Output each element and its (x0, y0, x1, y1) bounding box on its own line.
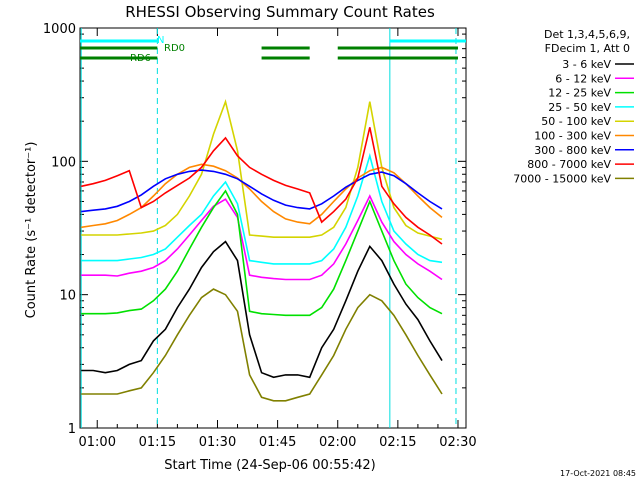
legend-label: 800 - 7000 keV (527, 158, 611, 171)
series-line-25-50-kev (81, 152, 443, 265)
x-tick-label: 01:30 (199, 435, 236, 450)
x-axis-label: Start Time (24-Sep-06 00:55:42) (164, 458, 375, 473)
series-line-300-800-kev (81, 169, 443, 213)
y-tick-label: 1000 (43, 22, 76, 37)
legend-label: 100 - 300 keV (534, 130, 611, 143)
legend-label: 7000 - 15000 keV (513, 172, 611, 185)
y-tick-label: 100 (51, 155, 76, 170)
x-tick-label: 02:15 (379, 435, 416, 450)
y-tick-label: 1 (68, 422, 76, 437)
x-tick-label: 01:00 (79, 435, 116, 450)
chart-title: RHESSI Observing Summary Count Rates (125, 3, 435, 21)
legend-label: 12 - 25 keV (548, 87, 611, 100)
night-label: N (157, 35, 164, 46)
legend-label: 3 - 6 keV (562, 58, 611, 71)
series-line-800-7000-kev (81, 127, 443, 245)
series-line-12-25-kev (81, 189, 443, 317)
series-line-3-6-kev (81, 240, 443, 379)
legend: Det 1,3,4,5,6,9,FDecim 1, Att 0 3 - 6 keV… (513, 28, 634, 185)
y-axis-label: Count Rate (s⁻¹ detector⁻¹) (24, 142, 39, 319)
rd0-label: RD0 (164, 43, 185, 54)
series-line-6-12-kev (81, 194, 443, 281)
series-lines (81, 98, 443, 402)
legend-label: 6 - 12 keV (555, 72, 611, 85)
legend-header-line: Det 1,3,4,5,6,9, (544, 28, 630, 41)
x-tick-label: 02:00 (319, 435, 356, 450)
footer-timestamp: 17-Oct-2021 08:45 (560, 469, 636, 478)
x-tick-label: 01:45 (259, 435, 296, 450)
axes-frame: 1 10 100 1000 01:00 01:15 01:30 01:45 02:00 02:15… (43, 22, 477, 450)
y-tick-label: 10 (59, 289, 76, 304)
series-line-7000-15000-kev (81, 288, 443, 402)
legend-header-line: FDecim 1, Att 0 (545, 42, 630, 55)
legend-label: 25 - 50 keV (548, 101, 611, 114)
legend-label: 300 - 800 keV (534, 144, 611, 157)
rd6-label: RD6 (130, 53, 151, 64)
x-tick-label: 02:30 (439, 435, 476, 450)
x-tick-label: 01:15 (139, 435, 176, 450)
legend-label: 50 - 100 keV (541, 115, 611, 128)
plot-frame (79, 27, 467, 429)
